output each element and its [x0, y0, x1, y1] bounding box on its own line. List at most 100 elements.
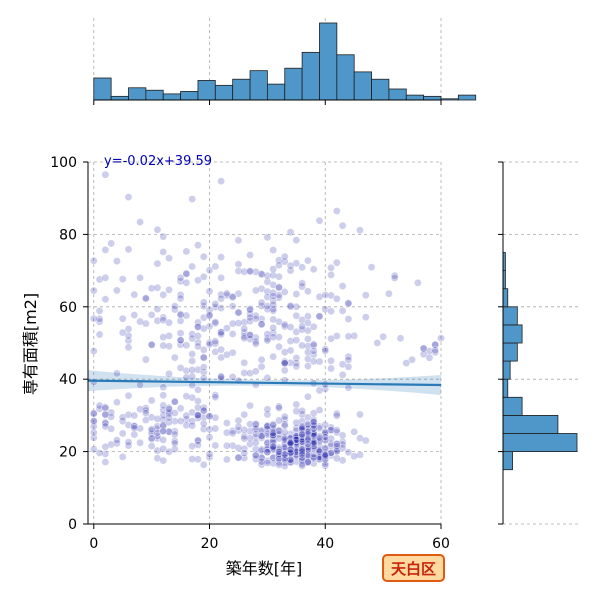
- scatter-point: [251, 430, 260, 438]
- scatter-point: [170, 445, 179, 454]
- scatter-point: [280, 428, 289, 437]
- scatter-point: [130, 311, 139, 319]
- scatter-point: [205, 433, 214, 442]
- scatter-point: [95, 330, 104, 339]
- scatter-point: [205, 425, 214, 434]
- scatter-point: [217, 330, 225, 339]
- scatter-point: [170, 409, 179, 417]
- scatter-point: [286, 301, 295, 310]
- scatter-point: [338, 444, 347, 452]
- scatter-point: [234, 453, 243, 462]
- scatter-point: [344, 332, 353, 341]
- scatter-point: [228, 429, 237, 438]
- scatter-point: [298, 263, 307, 272]
- scatter-point: [199, 252, 208, 261]
- scatter-point: [176, 404, 185, 413]
- scatter-point: [269, 323, 278, 332]
- scatter-point: [402, 359, 411, 368]
- scatter-point: [199, 460, 208, 469]
- scatter-point: [234, 319, 243, 328]
- scatter-point: [257, 457, 266, 466]
- scatter-point: [304, 392, 312, 401]
- scatter-point: [165, 369, 173, 378]
- scatter-point: [321, 305, 330, 314]
- scatter-point: [147, 425, 156, 434]
- scatter-point: [188, 262, 197, 271]
- scatter-point: [321, 291, 330, 299]
- scatter-point: [199, 345, 208, 354]
- scatter-point: [101, 458, 110, 466]
- right-histogram-bar: [502, 288, 509, 308]
- scatter-point: [269, 315, 278, 324]
- scatter-point: [136, 273, 144, 282]
- scatter-point: [211, 337, 220, 346]
- scatter-point: [182, 341, 191, 350]
- scatter-point: [431, 346, 440, 355]
- scatter-point: [194, 276, 202, 285]
- scatter-point: [275, 333, 283, 342]
- scatter-point: [211, 424, 220, 433]
- scatter-point: [159, 248, 168, 256]
- scatter-point: [298, 456, 307, 465]
- scatter-point: [182, 270, 191, 278]
- scatter-point: [89, 409, 98, 418]
- scatter-point: [327, 334, 335, 343]
- scatter-point: [165, 318, 173, 327]
- scatter-point: [257, 298, 266, 307]
- scatter-point: [165, 405, 173, 413]
- scatter-point: [309, 346, 318, 355]
- scatter-point: [199, 413, 208, 422]
- scatter-point: [113, 436, 121, 444]
- scatter-point: [217, 253, 225, 262]
- right-histogram-bar: [502, 342, 518, 362]
- scatter-point: [234, 416, 243, 425]
- scatter-point: [118, 453, 127, 461]
- scatter-point: [113, 286, 121, 295]
- scatter-point: [338, 437, 347, 446]
- scatter-point: [269, 300, 278, 309]
- right-histogram-bar: [502, 433, 578, 453]
- right-marginal-histogram: [498, 161, 580, 525]
- scatter-point: [141, 409, 150, 418]
- scatter-point: [431, 340, 440, 349]
- y-tick-label: 80: [59, 227, 77, 243]
- scatter-point: [182, 311, 191, 320]
- scatter-point: [217, 328, 225, 337]
- scatter-point: [194, 338, 202, 347]
- scatter-point: [165, 418, 173, 427]
- scatter-point: [89, 422, 98, 431]
- scatter-point: [338, 221, 347, 230]
- scatter-point: [165, 447, 173, 456]
- top-marginal-histogram: [93, 18, 477, 105]
- scatter-point: [101, 295, 110, 304]
- scatter-point: [176, 340, 185, 349]
- scatter-point: [95, 449, 104, 457]
- scatter-point: [124, 421, 133, 429]
- scatter-point: [304, 287, 312, 296]
- scatter-point: [240, 410, 249, 419]
- scatter-point: [228, 330, 237, 338]
- scatter-point: [321, 420, 330, 429]
- scatter-point: [159, 290, 168, 299]
- scatter-point: [113, 257, 121, 266]
- scatter-point: [292, 424, 301, 433]
- scatter-point: [356, 434, 364, 443]
- scatter-point: [292, 362, 301, 371]
- scatter-point: [321, 452, 330, 461]
- scatter-point: [222, 441, 231, 450]
- scatter-point: [309, 453, 318, 462]
- scatter-point: [153, 316, 162, 325]
- scatter-point: [222, 324, 231, 333]
- scatter-point: [309, 440, 318, 448]
- scatter-point: [332, 409, 341, 418]
- scatter-point: [419, 344, 428, 353]
- top-histogram-bar: [371, 78, 390, 101]
- scatter-point: [246, 434, 254, 443]
- scatter-point: [298, 447, 307, 456]
- x-tick-label: 40: [316, 536, 334, 552]
- scatter-point: [211, 413, 220, 422]
- scatter-point: [188, 421, 197, 430]
- scatter-point: [199, 324, 208, 333]
- scatter-point: [304, 440, 312, 448]
- scatter-point: [165, 254, 173, 263]
